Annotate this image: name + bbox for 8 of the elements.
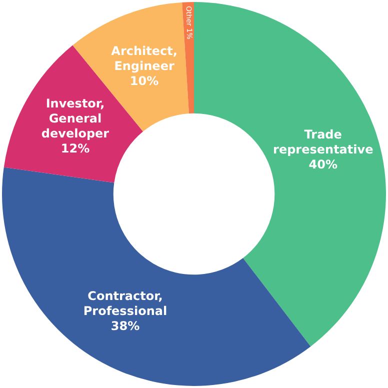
slice-label: Investor, General developer bbox=[41, 96, 110, 141]
data-label: 40% bbox=[308, 157, 338, 172]
slice-label: Architect, Engineer bbox=[111, 44, 178, 74]
slice-label: Trade representative bbox=[273, 127, 374, 156]
data-label: 10% bbox=[130, 74, 159, 88]
data-label: 12% bbox=[60, 142, 90, 156]
slice-label: Contractor, Professional bbox=[83, 288, 168, 318]
data-label: 38% bbox=[110, 318, 140, 333]
